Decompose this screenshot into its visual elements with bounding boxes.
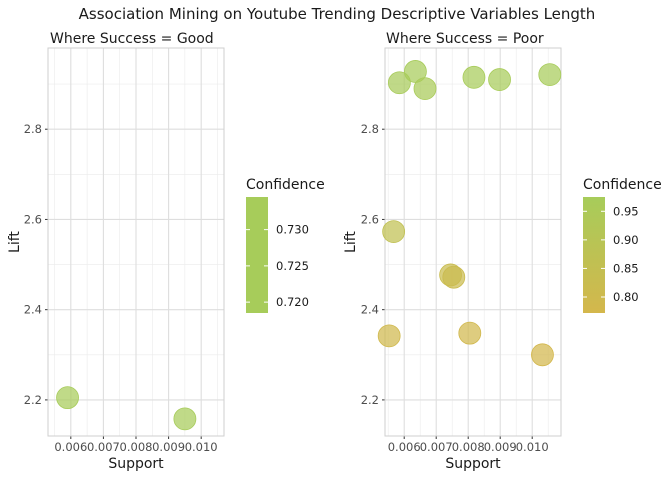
x-tick-label: 0.007 (87, 440, 120, 454)
panel-title: Where Success = Good (50, 31, 214, 47)
y-tick-label: 2.8 (361, 122, 379, 136)
data-point (413, 77, 437, 101)
legend-tick-label: 0.720 (276, 295, 309, 309)
data-point (458, 321, 482, 345)
y-tick-label: 2.4 (361, 303, 379, 317)
data-point (173, 407, 197, 431)
data-point (387, 71, 411, 95)
legend-colorbar (246, 197, 268, 313)
legend-tick-label: 0.80 (613, 290, 639, 304)
y-tick-label: 2.6 (24, 212, 42, 226)
x-axis-label: Support (108, 456, 164, 472)
y-tick-label: 2.2 (24, 393, 42, 407)
x-axis-label: Support (445, 456, 501, 472)
data-point (488, 68, 511, 91)
x-tick-label: 0.008 (120, 440, 153, 454)
data-point (538, 63, 562, 87)
panel-border (47, 47, 225, 437)
y-tick-label: 2.8 (24, 122, 42, 136)
y-axis-label: Lift (7, 231, 23, 253)
x-tick-label: 0.009 (152, 440, 185, 454)
y-tick-label: 2.2 (361, 393, 379, 407)
data-point (442, 265, 466, 289)
legend-tick-label: 0.730 (276, 223, 309, 237)
data-point (462, 65, 486, 89)
legend-tick-label: 0.90 (613, 233, 639, 247)
legend-2: Confidence 0.80 0.85 0.90 0.95 (583, 177, 662, 313)
legend-1: Confidence 0.720 0.725 0.730 (246, 177, 325, 313)
data-point (56, 386, 79, 410)
legend-tick-label: 0.95 (613, 204, 639, 218)
x-tick-label: 0.010 (185, 440, 218, 454)
x-tick-label: 0.006 (388, 440, 421, 454)
x-tick-label: 0.010 (516, 440, 549, 454)
legend-title: Confidence (246, 177, 325, 193)
legend-title: Confidence (583, 177, 662, 193)
data-point (531, 343, 554, 367)
legend-colorbar (583, 197, 605, 313)
y-axis-label: Lift (343, 231, 359, 253)
legend-tick-label: 0.725 (276, 259, 309, 273)
legend-tick-label: 0.85 (613, 261, 639, 275)
y-tick-label: 2.4 (24, 303, 42, 317)
figure-title: Association Mining on Youtube Trending D… (79, 5, 596, 23)
panel-border (384, 47, 562, 437)
panel-2: 0.006 0.007 0.008 0.009 0.010 2.2 2.4 2.6 2.8 Whe… (343, 31, 662, 472)
data-point (382, 220, 406, 244)
panel-title: Where Success = Poor (386, 31, 544, 47)
x-tick-label: 0.007 (420, 440, 453, 454)
x-tick-label: 0.006 (54, 440, 87, 454)
plot-area (385, 48, 561, 436)
panel-1: 0.006 0.007 0.008 0.009 0.010 2.2 2.4 2.6 2.8 Whe… (7, 31, 325, 472)
x-tick-label: 0.009 (484, 440, 517, 454)
x-tick-label: 0.008 (452, 440, 485, 454)
data-point (377, 324, 401, 348)
y-tick-label: 2.6 (361, 212, 379, 226)
